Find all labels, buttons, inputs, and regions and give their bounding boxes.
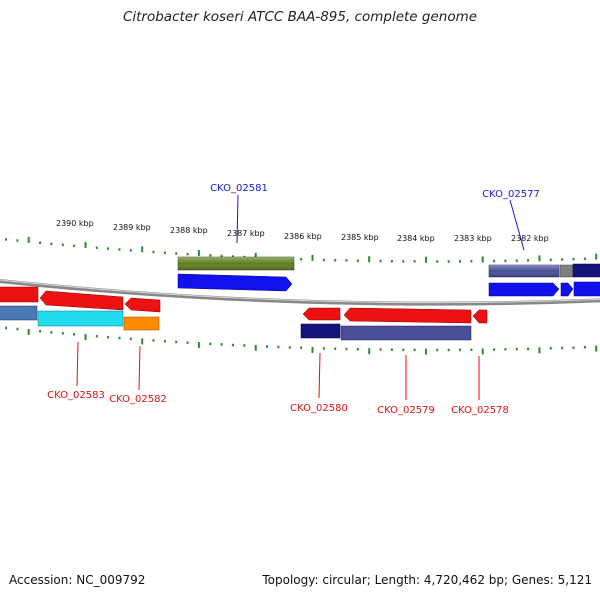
genome-backbone-highlight: [0, 279, 600, 304]
gene-feature[interactable]: [340, 325, 472, 341]
leader-line: [76, 341, 79, 387]
forward-strand-genes: [177, 256, 600, 297]
gene-feature-shade: [489, 265, 559, 277]
gene-feature[interactable]: [300, 323, 341, 339]
gene-feature[interactable]: [343, 307, 472, 324]
gene-feature[interactable]: [0, 305, 38, 321]
gene-feature[interactable]: [573, 281, 600, 297]
label-leaders: [76, 194, 525, 400]
scale-label: 2382 kbp: [511, 234, 549, 243]
scale-label: 2385 kbp: [341, 233, 379, 242]
gene-feature[interactable]: [177, 273, 293, 292]
gene-feature[interactable]: [560, 282, 574, 297]
gene-label-cko-02579[interactable]: CKO_02579: [377, 405, 435, 416]
gene-feature-shade: [178, 257, 294, 270]
leader-line: [138, 345, 141, 391]
gene-feature[interactable]: [572, 263, 600, 278]
gene-feature[interactable]: [559, 264, 574, 278]
gene-feature[interactable]: [472, 309, 488, 324]
gene-feature[interactable]: [37, 310, 124, 327]
gene-label-cko-02580[interactable]: CKO_02580: [290, 403, 348, 414]
scale-label: 2383 kbp: [454, 234, 492, 243]
scale-label: 2389 kbp: [113, 223, 151, 232]
gene-label-cko-02581[interactable]: CKO_02581: [210, 183, 268, 194]
genome-title: Citrobacter koseri ATCC BAA-895, complet…: [122, 9, 478, 25]
leader-line: [509, 199, 525, 251]
scale-label: 2384 kbp: [397, 234, 435, 243]
gene-feature[interactable]: [124, 297, 161, 313]
gene-feature[interactable]: [123, 316, 160, 331]
scale-label: 2390 kbp: [56, 219, 94, 228]
gene-label-cko-02578[interactable]: CKO_02578: [451, 405, 509, 416]
genome-summary-text: Topology: circular; Length: 4,720,462 bp…: [262, 573, 592, 587]
scale-label: 2388 kbp: [170, 226, 208, 235]
gene-label-cko-02577[interactable]: CKO_02577: [482, 189, 540, 200]
gene-feature[interactable]: [39, 290, 124, 311]
accession-text: Accession: NC_009792: [9, 573, 146, 587]
gene-labels: CKO_02581 CKO_02577 CKO_02583 CKO_02582 …: [47, 183, 540, 416]
reverse-strand-genes: [0, 286, 488, 341]
leader-line: [318, 352, 321, 399]
scale-label: 2387 kbp: [227, 229, 265, 238]
scale-label: 2386 kbp: [284, 232, 322, 241]
genome-backbone: [0, 279, 600, 306]
gene-label-cko-02583[interactable]: CKO_02583: [47, 390, 105, 401]
gene-feature[interactable]: [302, 307, 341, 321]
gene-feature[interactable]: [488, 282, 560, 297]
leader-line: [236, 194, 239, 244]
gene-label-cko-02582[interactable]: CKO_02582: [109, 394, 167, 405]
gene-feature[interactable]: [0, 286, 39, 303]
scale-labels: 2390 kbp 2389 kbp 2388 kbp 2387 kbp 2386…: [56, 219, 549, 243]
lower-tick-track: [5, 326, 598, 355]
